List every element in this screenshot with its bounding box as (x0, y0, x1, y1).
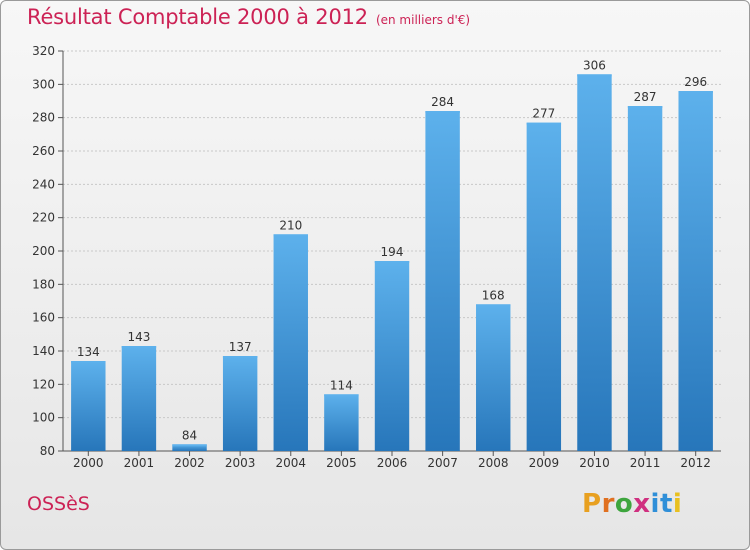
y-tick-label: 320 (32, 44, 55, 58)
bar-top-edge (273, 234, 308, 237)
data-label-2004: 210 (279, 218, 302, 232)
y-tick-label: 220 (32, 211, 55, 225)
bar-2000 (71, 361, 106, 451)
data-label-2001: 143 (127, 330, 150, 344)
y-tick-label: 200 (32, 244, 55, 258)
y-tick-label: 80 (40, 444, 55, 458)
bar-top-edge (71, 361, 106, 363)
data-label-2012: 296 (684, 75, 707, 89)
y-tick-label: 180 (32, 277, 55, 291)
x-tick-label-2002: 2002 (174, 456, 205, 470)
data-label-2003: 137 (229, 340, 252, 354)
x-tick-label-2003: 2003 (225, 456, 256, 470)
logo-letter: r (601, 489, 615, 519)
proxiti-logo: Proxiti (582, 489, 682, 519)
bar-2004 (273, 234, 308, 451)
bar-2002 (172, 444, 207, 451)
data-label-2011: 287 (634, 90, 657, 104)
y-tick-label: 100 (32, 411, 55, 425)
bar-2010 (577, 74, 612, 451)
bar-2005 (324, 394, 359, 451)
x-tick-label-2011: 2011 (630, 456, 661, 470)
bar-2009 (526, 122, 562, 452)
logo-letter: t (659, 489, 673, 519)
logo-letter: x (633, 489, 651, 519)
x-tick-label-2004: 2004 (275, 456, 306, 470)
title-unit: (en milliers d'€) (375, 13, 471, 27)
x-tick-label-2009: 2009 (529, 456, 560, 470)
title-main: Résultat Comptable 2000 à 2012 (27, 5, 368, 29)
x-tick-label-2000: 2000 (73, 456, 104, 470)
x-tick-label-2001: 2001 (124, 456, 155, 470)
bar-top-edge (425, 111, 460, 113)
bar-top-edge (577, 74, 612, 77)
y-tick-label: 140 (32, 344, 55, 358)
bar-top-edge (324, 394, 359, 397)
data-label-2000: 134 (77, 345, 100, 359)
data-label-2002: 84 (182, 428, 197, 442)
commune-name: OSSèS (27, 493, 90, 515)
bar-2003 (222, 356, 258, 451)
bar-2011 (627, 106, 663, 451)
bar-top-edge (222, 356, 258, 358)
bar-top-edge (374, 261, 410, 263)
bar-top-edge (678, 91, 713, 93)
y-tick-label: 260 (32, 144, 55, 158)
logo-letter: o (614, 489, 634, 519)
bar-2006 (374, 261, 410, 451)
bars (71, 74, 713, 452)
bar-top-edge (526, 122, 562, 125)
y-tick-label: 120 (32, 377, 55, 391)
labels: 80 100 120 140 160 180 200 220 240 260 280 300 320 13… (32, 44, 711, 470)
data-label-2007: 284 (431, 95, 454, 109)
data-label-2008: 168 (482, 288, 505, 302)
data-label-2005: 114 (330, 378, 353, 392)
logo-letter: i (650, 489, 660, 519)
data-label-2010: 306 (583, 58, 606, 72)
logo-letter: P (582, 489, 602, 519)
logo-letter: i (672, 489, 683, 519)
data-label-2009: 277 (532, 107, 555, 121)
bar-top-edge (172, 444, 207, 447)
bar-2012 (678, 91, 713, 451)
chart-title: Résultat Comptable 2000 à 2012 (en millie… (27, 5, 470, 29)
bar-2007 (425, 111, 460, 451)
data-label-2006: 194 (381, 245, 404, 259)
x-tick-label-2012: 2012 (680, 456, 711, 470)
x-tick-label-2005: 2005 (326, 456, 357, 470)
x-tick-label-2010: 2010 (579, 456, 610, 470)
bar-top-edge (627, 106, 663, 108)
bar-top-edge (476, 304, 511, 307)
bar-top-edge (121, 346, 157, 348)
bar-2001 (121, 346, 157, 451)
bar-2008 (476, 304, 511, 451)
y-tick-label: 280 (32, 111, 55, 125)
y-tick-label: 160 (32, 311, 55, 325)
y-tick-label: 240 (32, 177, 55, 191)
x-tick-label-2007: 2007 (427, 456, 458, 470)
x-tick-label-2008: 2008 (478, 456, 509, 470)
y-tick-label: 300 (32, 77, 55, 91)
x-tick-label-2006: 2006 (377, 456, 408, 470)
